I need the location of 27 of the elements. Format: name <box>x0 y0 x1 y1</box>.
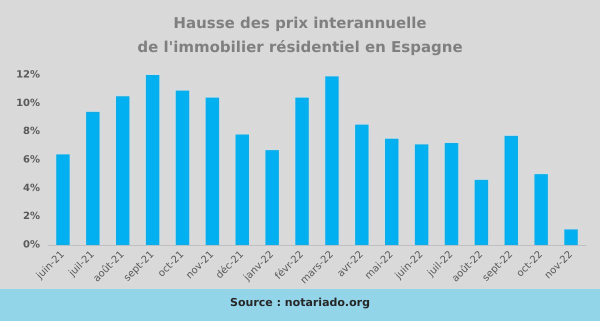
bar <box>444 143 458 245</box>
y-tick-label: 6% <box>23 154 40 166</box>
bar <box>146 75 160 245</box>
y-tick-label: 12% <box>16 70 40 80</box>
bar <box>564 229 578 245</box>
bar <box>474 180 488 245</box>
bar <box>504 136 518 245</box>
bar <box>295 98 309 245</box>
y-tick-label: 0% <box>23 240 40 250</box>
bar <box>206 98 220 245</box>
bar <box>325 76 339 245</box>
y-tick-label: 4% <box>23 182 40 194</box>
bar <box>176 90 190 245</box>
bar <box>414 144 428 245</box>
bar <box>116 96 130 245</box>
chart-title: Hausse des prix interannuelle de l'immobilier résidentiel en Espagne <box>137 14 463 56</box>
bar <box>265 150 279 245</box>
bar <box>86 112 100 245</box>
y-tick-label: 2% <box>23 211 40 222</box>
y-tick-label: 10% <box>16 98 40 109</box>
bar <box>384 138 398 245</box>
bar <box>355 124 369 245</box>
y-tick-label: 8% <box>23 126 40 138</box>
bar <box>236 134 250 245</box>
bar <box>534 174 548 245</box>
source-note: Source : notariado.org <box>230 296 370 309</box>
bar <box>56 154 70 245</box>
